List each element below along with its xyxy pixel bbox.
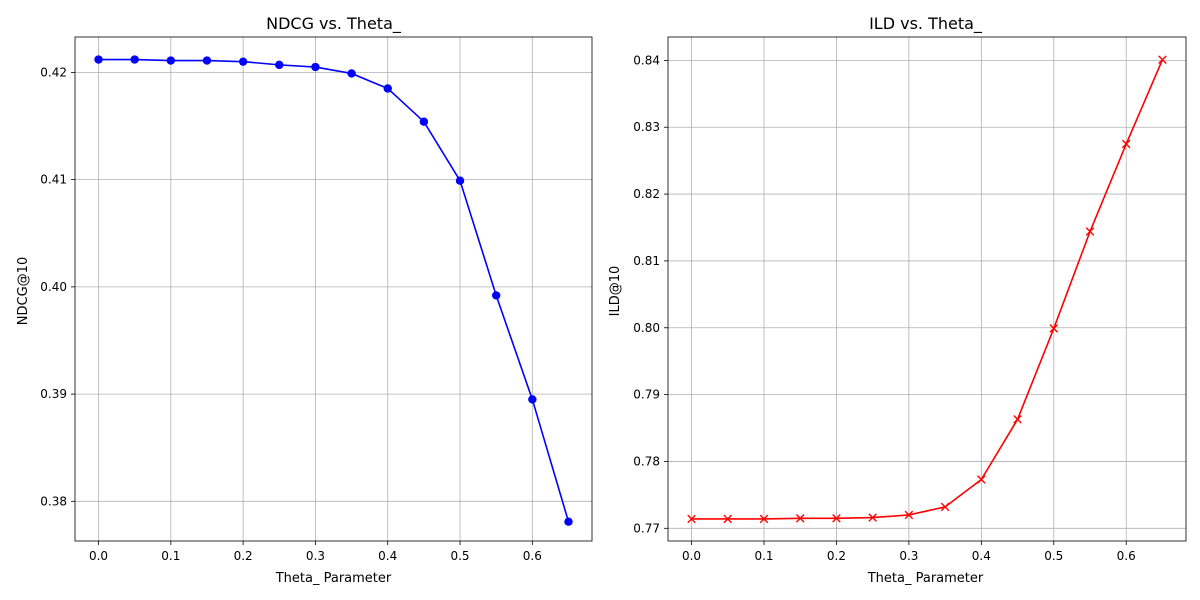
data-point [564,517,573,526]
y-tick-label: 0.83 [633,120,660,134]
x-tick-label: 0.6 [523,549,542,563]
data-point [1013,415,1022,424]
ild-chart: ILD vs. Theta_ Theta_ Parameter ILD@10 0… [608,14,1187,586]
y-axis-label: ILD@10 [608,266,623,317]
series-line [98,58,570,522]
x-tick-label: 0.1 [754,549,773,563]
plot-frame [667,36,1187,542]
data-point [795,513,805,523]
y-tick-label: 0.82 [633,187,660,201]
y-tick-label: 0.77 [633,521,660,535]
x-axis-label: Theta_ Parameter [867,571,984,586]
x-tick-label: 0.5 [450,549,469,563]
data-point [238,57,248,66]
data-point [977,475,986,484]
data-point [1158,55,1167,65]
data-point [528,395,537,404]
x-tick-label: 0.2 [234,549,253,563]
data-point [130,55,139,64]
data-point [832,513,841,523]
series-line [691,59,1164,520]
data-point [383,84,392,93]
plot-frame [74,36,593,542]
data-point [759,514,769,524]
data-point [491,291,501,300]
y-tick-label: 0.40 [40,280,67,294]
y-tick-label: 0.38 [40,494,67,508]
data-point [455,176,465,185]
x-tick-label: 0.5 [1044,549,1063,563]
y-tick-label: 0.78 [633,454,660,468]
x-tick-label: 0.6 [1117,549,1136,563]
y-tick-label: 0.39 [40,387,67,401]
y-tick-label: 0.81 [633,254,660,268]
data-point [687,514,696,524]
data-point [419,117,429,126]
data-point [275,60,284,70]
x-tick-label: 0.3 [899,549,918,563]
data-point [166,56,176,65]
data-point [1049,324,1059,333]
y-tick-label: 0.79 [633,388,660,402]
data-point [723,514,733,524]
x-axis-label: Theta_ Parameter [275,571,392,586]
data-point [347,69,356,78]
x-tick-label: 0.4 [378,549,397,563]
x-tick-label: 0.4 [972,549,991,563]
ndcg-chart: NDCG vs. Theta_ Theta_ Parameter NDCG@10… [16,14,593,586]
y-tick-label: 0.42 [40,65,67,79]
data-point [311,62,320,72]
y-tick-label: 0.41 [40,173,67,187]
y-tick-label: 0.84 [633,53,660,67]
data-point [904,510,914,520]
x-tick-label: 0.3 [306,549,325,563]
data-point [1085,227,1095,236]
data-point [1121,139,1131,149]
data-point [94,55,103,64]
data-point [868,513,877,522]
chart-title: ILD vs. Theta_ [869,14,983,34]
x-tick-label: 0.0 [682,549,701,563]
y-axis-label: NDCG@10 [16,257,31,325]
data-point [202,56,212,65]
y-tick-label: 0.80 [633,321,660,335]
chart-title: NDCG vs. Theta_ [266,14,402,34]
x-tick-label: 0.2 [827,549,846,563]
data-point [940,502,950,512]
x-tick-label: 0.0 [89,549,108,563]
x-tick-label: 0.1 [161,549,180,563]
